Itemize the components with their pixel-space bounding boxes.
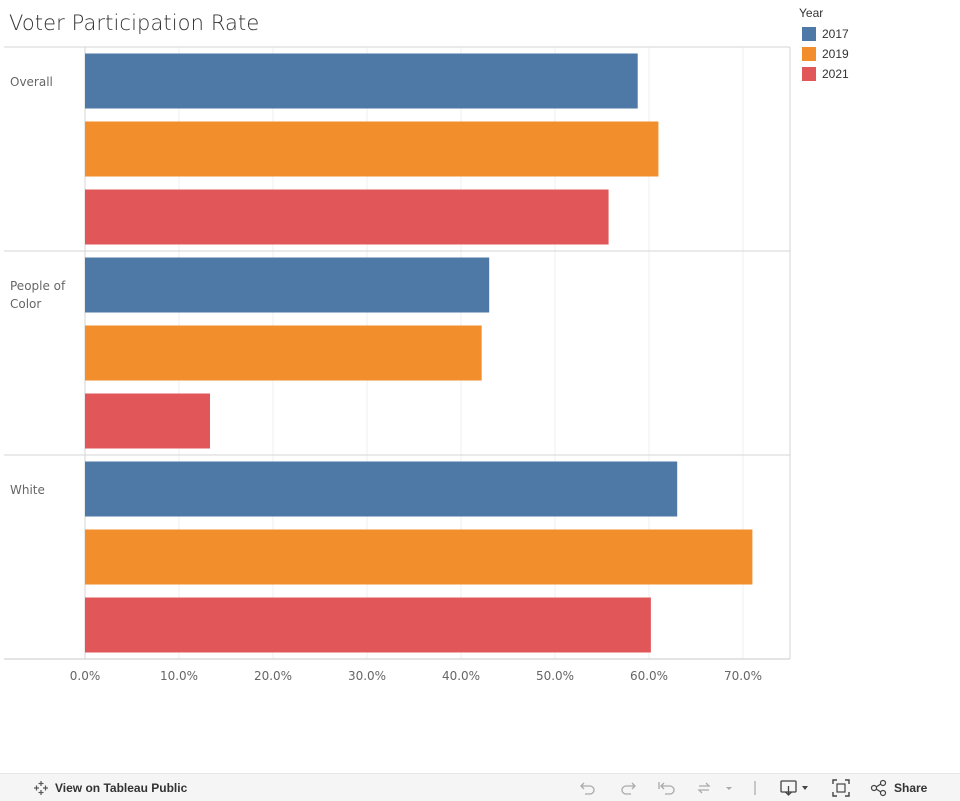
- x-tick-label-4: 40.0%: [442, 669, 480, 683]
- refresh-icon: [695, 780, 735, 796]
- chart-title: Voter Participation Rate: [9, 11, 260, 35]
- download-button[interactable]: [780, 774, 812, 801]
- category-label-1: People of Color: [10, 279, 66, 311]
- view-on-tableau-label: View on Tableau Public: [55, 780, 188, 795]
- bar-people-of-color-2021: [85, 393, 211, 449]
- legend-label-2019: 2019: [822, 47, 849, 61]
- bar-overall-2017: [85, 53, 638, 109]
- x-tick-label-3: 30.0%: [348, 669, 386, 683]
- x-tick-label-6: 60.0%: [630, 669, 668, 683]
- legend-title: Year: [799, 6, 824, 20]
- refresh-button[interactable]: [695, 774, 735, 801]
- x-tick-label-1: 10.0%: [160, 669, 198, 683]
- x-tick-label-5: 50.0%: [536, 669, 574, 683]
- share-button[interactable]: Share: [870, 774, 927, 801]
- bar-white-2021: [85, 597, 651, 653]
- legend-item-2019[interactable]: 2019: [799, 44, 849, 64]
- share-icon: [870, 779, 888, 797]
- category-label-0: Overall: [10, 75, 53, 89]
- revert-icon: [656, 780, 678, 796]
- bar-people-of-color-2019: [85, 325, 482, 381]
- fullscreen-button[interactable]: [832, 774, 850, 801]
- redo-icon: [618, 780, 638, 796]
- bar-chart: Overall People of Color White 0.0% 10.0% 20.0%…: [4, 46, 791, 683]
- revert-button[interactable]: [656, 774, 678, 801]
- undo-button[interactable]: [578, 774, 598, 801]
- share-label: Share: [894, 780, 928, 795]
- bar-overall-2021: [85, 189, 609, 245]
- legend: Year 2017 2019 2021: [799, 6, 849, 84]
- legend-item-2021[interactable]: 2021: [799, 64, 849, 84]
- view-on-tableau-button[interactable]: View on Tableau Public: [33, 774, 187, 801]
- redo-button[interactable]: [618, 774, 638, 801]
- legend-swatch-2017: [802, 27, 816, 41]
- fullscreen-icon: [832, 778, 850, 797]
- download-icon: [780, 779, 812, 797]
- legend-swatch-2019: [802, 47, 816, 61]
- legend-label-2021: 2021: [822, 67, 849, 81]
- bar-white-2019: [85, 529, 753, 585]
- x-tick-label-7: 70.0%: [724, 669, 762, 683]
- bar-overall-2019: [85, 121, 659, 177]
- toolbar-divider: [754, 774, 756, 801]
- tableau-logo-icon: [33, 780, 49, 796]
- bar-white-2017: [85, 461, 678, 517]
- legend-item-2017[interactable]: 2017: [799, 24, 849, 44]
- bar-people-of-color-2017: [85, 257, 490, 313]
- x-tick-label-2: 20.0%: [254, 669, 292, 683]
- category-label-2: White: [10, 483, 45, 497]
- legend-label-2017: 2017: [822, 27, 849, 41]
- toolbar: View on Tableau Public Share: [0, 773, 960, 801]
- x-tick-label-0: 0.0%: [70, 669, 101, 683]
- legend-swatch-2021: [802, 67, 816, 81]
- undo-icon: [578, 780, 598, 796]
